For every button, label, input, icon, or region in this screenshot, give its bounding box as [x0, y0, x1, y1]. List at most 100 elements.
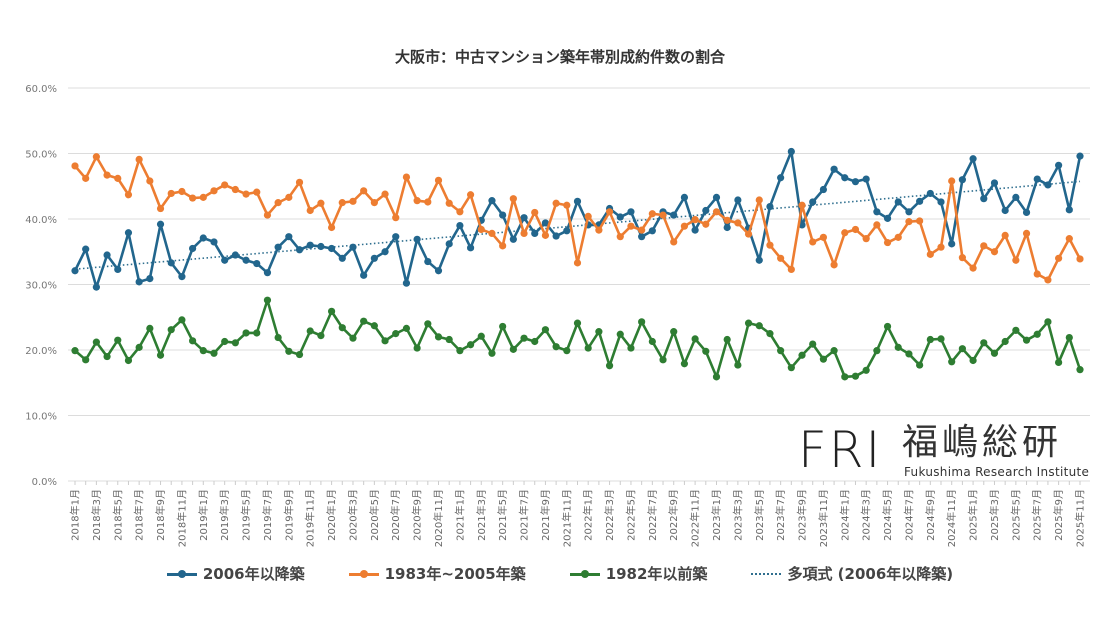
- data-point-0: [146, 275, 154, 283]
- data-point-1: [189, 194, 197, 202]
- x-tick-label: 2020年3月: [346, 489, 359, 541]
- data-point-0: [349, 243, 357, 251]
- chart-title: 大阪市：中古マンション築年帯別成約件数の割合: [394, 48, 725, 66]
- data-point-2: [734, 361, 742, 369]
- data-point-2: [573, 319, 582, 327]
- data-point-1: [338, 199, 346, 207]
- data-point-2: [905, 350, 913, 358]
- x-tick-label: 2024年3月: [860, 489, 873, 541]
- data-point-1: [488, 229, 496, 238]
- data-point-1: [1065, 235, 1073, 243]
- data-point-0: [969, 155, 977, 163]
- data-point-2: [809, 340, 817, 348]
- data-point-2: [274, 333, 282, 342]
- legend: 2006年以降築 1983年~2005年築 1982年以前築 多項式 (2006…: [0, 563, 1120, 584]
- data-point-2: [766, 330, 774, 338]
- data-point-1: [723, 216, 731, 224]
- data-point-1: [851, 225, 860, 234]
- data-point-1: [659, 211, 667, 219]
- y-tick-label: 50.0%: [25, 150, 57, 161]
- data-point-2: [306, 327, 314, 335]
- x-tick-label: 2018年7月: [133, 489, 146, 541]
- data-point-1: [841, 229, 849, 237]
- data-point-2: [338, 324, 346, 332]
- data-point-2: [381, 337, 389, 345]
- data-point-1: [114, 174, 122, 182]
- x-tick-label: 2019年3月: [218, 489, 231, 541]
- data-point-1: [830, 261, 838, 269]
- data-point-0: [285, 233, 293, 241]
- data-point-0: [338, 254, 346, 262]
- x-tick-label: 2018年9月: [154, 489, 167, 541]
- x-tick-label: 2023年1月: [710, 489, 723, 541]
- logo-name-jp: 福嶋総研: [902, 422, 1063, 463]
- data-point-1: [712, 208, 721, 216]
- data-point-1: [306, 206, 314, 215]
- data-point-1: [638, 226, 646, 234]
- data-point-0: [734, 196, 742, 204]
- data-point-1: [92, 153, 100, 161]
- data-point-1: [520, 229, 528, 238]
- data-point-1: [424, 198, 432, 206]
- data-point-0: [1022, 208, 1031, 217]
- data-point-1: [702, 220, 710, 228]
- data-point-1: [263, 211, 272, 219]
- data-point-0: [702, 206, 710, 215]
- data-point-0: [777, 174, 785, 182]
- data-point-0: [937, 198, 945, 206]
- data-point-1: [477, 225, 485, 234]
- x-tick-label: 2023年9月: [796, 489, 809, 541]
- data-point-0: [156, 220, 165, 228]
- data-point-1: [445, 199, 453, 207]
- data-point-2: [327, 307, 336, 315]
- data-point-0: [1012, 193, 1020, 201]
- legend-item-1983-2005: 1983年~2005年築: [348, 563, 526, 584]
- data-point-1: [531, 208, 539, 217]
- data-point-2: [969, 356, 977, 365]
- legend-marker-green: [569, 567, 600, 581]
- data-point-2: [926, 335, 934, 344]
- data-point-1: [1022, 229, 1031, 238]
- x-tick-label: 2023年3月: [731, 489, 744, 541]
- data-point-0: [883, 214, 892, 222]
- data-point-2: [477, 332, 485, 340]
- data-point-2: [263, 296, 272, 304]
- legend-label: 多項式 (2006年以降築): [787, 565, 954, 583]
- data-point-0: [787, 147, 795, 156]
- data-point-2: [1065, 333, 1073, 342]
- data-point-0: [402, 279, 411, 287]
- data-point-1: [798, 201, 806, 209]
- data-point-0: [424, 257, 432, 266]
- data-point-1: [231, 185, 239, 194]
- data-point-1: [295, 178, 304, 186]
- x-tick-label: 2019年1月: [197, 489, 210, 541]
- data-point-0: [712, 193, 721, 201]
- x-tick-label: 2021年9月: [539, 489, 552, 541]
- data-point-1: [466, 191, 475, 199]
- data-point-2: [702, 347, 710, 355]
- data-point-1: [787, 265, 795, 274]
- y-tick-label: 0.0%: [32, 477, 57, 488]
- data-point-2: [584, 344, 592, 352]
- data-point-0: [253, 259, 261, 268]
- data-point-2: [445, 335, 453, 344]
- data-point-2: [199, 347, 207, 355]
- data-point-0: [916, 197, 924, 205]
- x-tick-label: 2019年9月: [282, 489, 295, 541]
- x-tick-label: 2022年9月: [667, 489, 680, 541]
- data-point-2: [253, 329, 261, 337]
- data-point-1: [862, 235, 870, 243]
- data-point-1: [926, 250, 934, 258]
- data-point-0: [231, 251, 239, 259]
- data-point-1: [509, 195, 517, 203]
- data-point-2: [242, 329, 250, 337]
- data-point-0: [263, 269, 272, 277]
- data-point-1: [670, 238, 678, 246]
- x-tick-label: 2018年5月: [111, 489, 124, 541]
- data-point-2: [937, 335, 945, 343]
- x-tick-label: 2025年7月: [1031, 489, 1044, 541]
- x-tick-label: 2022年11月: [689, 489, 702, 547]
- data-point-1: [552, 199, 560, 207]
- data-point-1: [434, 176, 443, 184]
- x-tick-label: 2018年1月: [69, 489, 82, 541]
